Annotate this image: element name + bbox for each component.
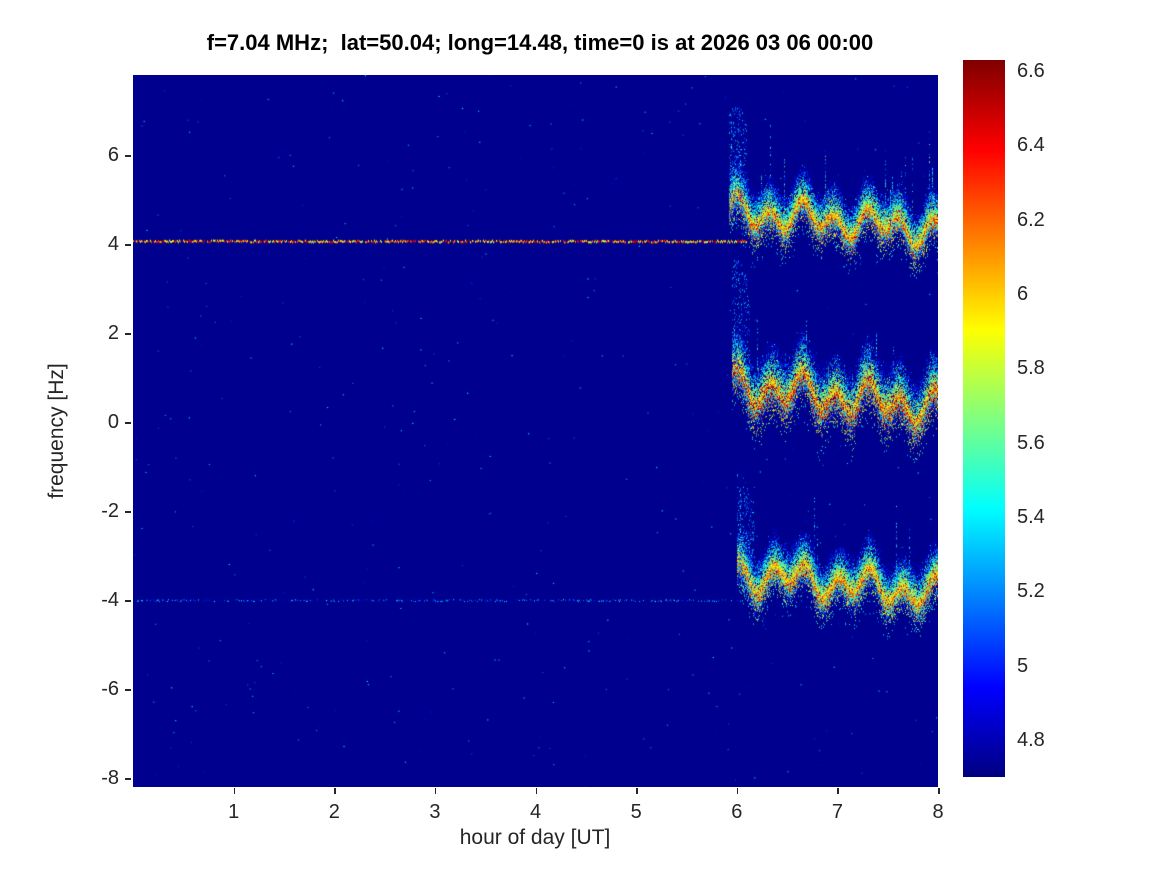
x-tick-mark — [837, 788, 839, 794]
x-tick-mark — [636, 788, 638, 794]
y-tick-mark — [125, 778, 131, 780]
x-tick-label: 7 — [831, 801, 843, 823]
colorbar-tick-label: 6 — [1017, 283, 1029, 306]
x-tick-mark — [334, 788, 336, 794]
y-tick-mark — [125, 333, 131, 335]
colorbar-tick-label: 6.4 — [1017, 134, 1045, 157]
colorbar-tick-label: 5 — [1017, 654, 1029, 677]
x-tick-mark — [434, 788, 437, 794]
colorbar-tick-label: 6.2 — [1017, 208, 1045, 231]
x-tick-label: 8 — [932, 801, 944, 823]
x-tick-label: 3 — [429, 801, 441, 823]
y-tick-label: 0 — [107, 411, 119, 434]
y-tick-mark — [125, 511, 131, 513]
y-tick-mark — [125, 422, 131, 424]
y-tick-mark — [125, 155, 131, 157]
y-tick-mark — [125, 689, 131, 691]
x-tick-label: 4 — [529, 801, 542, 823]
x-tick-mark — [233, 788, 236, 794]
colorbar-tick-label: 5.8 — [1017, 357, 1045, 380]
x-tick-mark — [736, 788, 739, 794]
x-tick-label: 5 — [630, 801, 642, 823]
y-tick-label: -4 — [101, 589, 119, 612]
y-tick-label: -8 — [101, 767, 119, 790]
y-tick-label: 6 — [107, 144, 119, 167]
chart-title: f=7.04 MHz; lat=50.04; long=14.48, time=… — [206, 30, 874, 55]
x-tick-mark — [938, 788, 940, 794]
colorbar-tick-label: 5.6 — [1017, 431, 1045, 454]
x-tick-label: 2 — [328, 801, 340, 823]
y-tick-label: 2 — [107, 322, 119, 345]
y-tick-label: -6 — [101, 678, 119, 701]
x-tick-label: 1 — [228, 801, 240, 823]
y-tick-mark — [125, 244, 131, 246]
y-tick-mark — [125, 600, 131, 602]
spectrogram-canvas — [133, 75, 938, 787]
y-tick-label: -2 — [101, 500, 119, 523]
colorbar-tick-label: 6.6 — [1017, 60, 1045, 83]
x-axis-label: hour of day [UT] — [459, 826, 611, 849]
colorbar — [963, 60, 1005, 777]
y-tick-label: 4 — [107, 233, 119, 256]
x-tick-mark — [535, 788, 537, 794]
colorbar-tick-label: 5.4 — [1017, 505, 1045, 528]
x-tick-label: 6 — [731, 801, 743, 823]
colorbar-tick-label: 5.2 — [1017, 580, 1045, 603]
colorbar-tick-label: 4.8 — [1017, 728, 1045, 751]
